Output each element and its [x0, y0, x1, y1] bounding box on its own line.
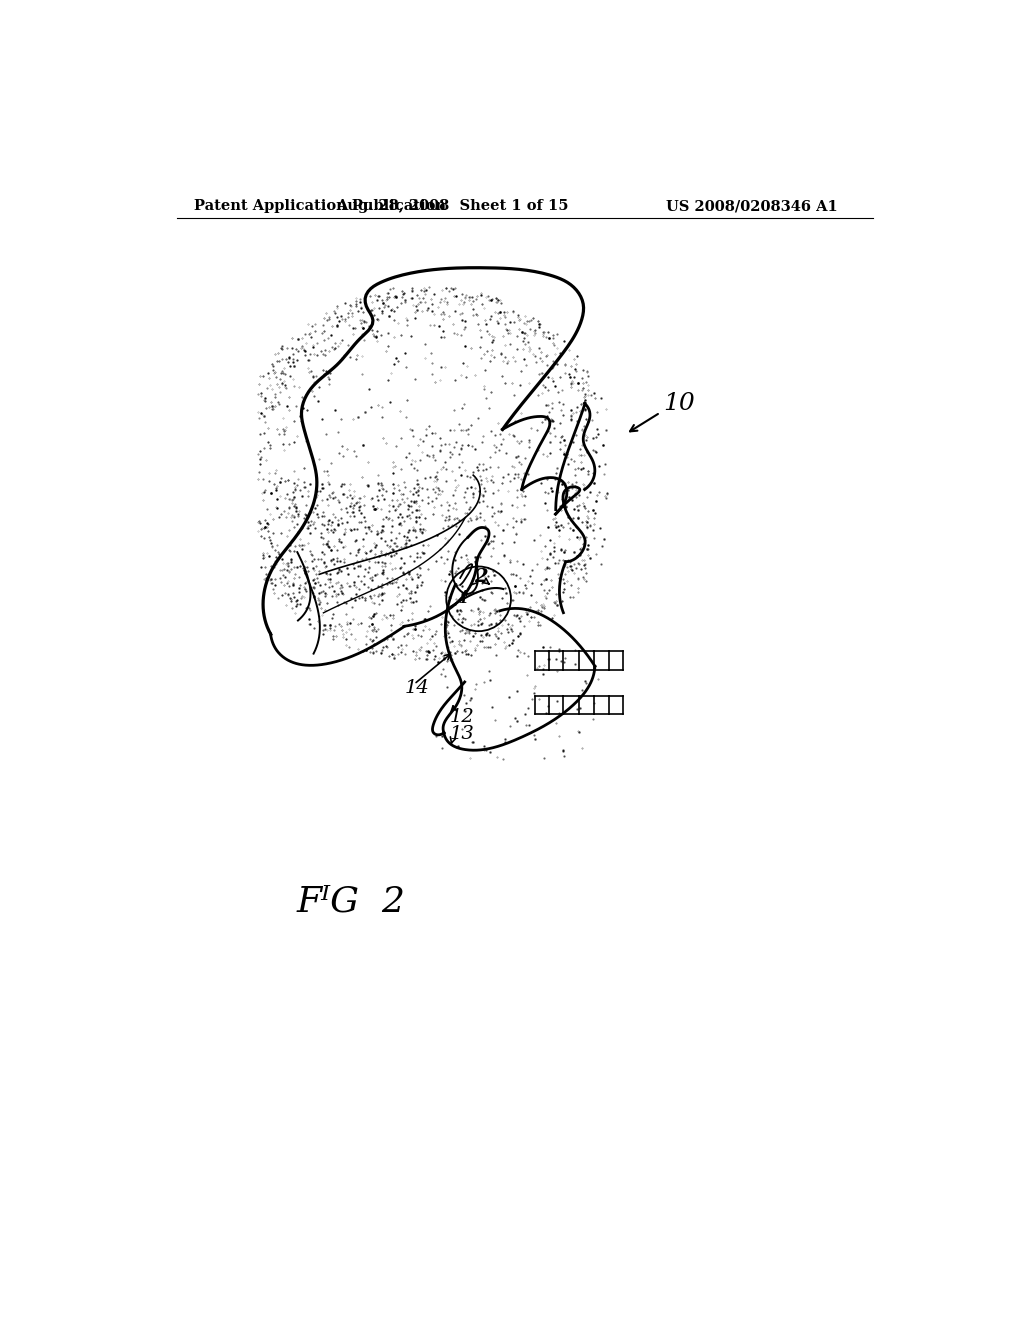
Text: Patent Application Publication: Patent Application Publication [195, 199, 446, 213]
Text: 2: 2 [474, 568, 487, 586]
Text: 13: 13 [451, 726, 475, 743]
Text: 10: 10 [664, 392, 695, 414]
Text: 14: 14 [404, 680, 429, 697]
Text: 1: 1 [459, 591, 468, 606]
Text: 12: 12 [451, 709, 475, 726]
Text: Aug. 28, 2008  Sheet 1 of 15: Aug. 28, 2008 Sheet 1 of 15 [336, 199, 568, 213]
Text: FᴵG  2: FᴵG 2 [296, 884, 406, 919]
Text: US 2008/0208346 A1: US 2008/0208346 A1 [666, 199, 838, 213]
